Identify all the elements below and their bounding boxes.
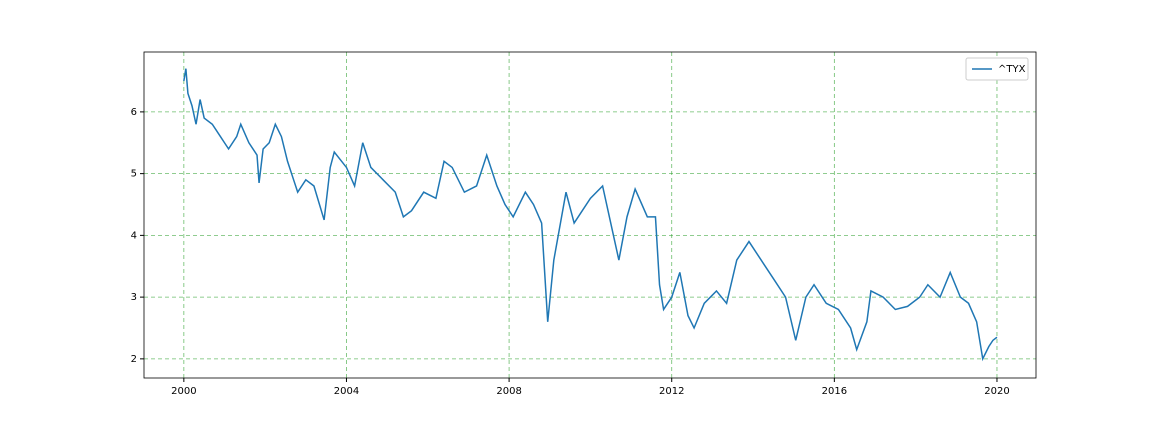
y-tick-label: 2 xyxy=(131,354,137,365)
y-tick-label: 4 xyxy=(131,230,137,241)
y-tick-label: 5 xyxy=(131,169,137,180)
line xyxy=(183,68,998,362)
x-tick-label: 2016 xyxy=(822,386,847,397)
legend-label: ^TYX xyxy=(998,64,1026,75)
x-tick-label: 2020 xyxy=(984,386,1009,397)
x-tick-label: 2012 xyxy=(659,386,684,397)
y-tick-label: 3 xyxy=(131,292,137,303)
plot-frame xyxy=(143,51,1037,379)
x-tick-label: 2004 xyxy=(334,386,359,397)
x-tick-label: 2000 xyxy=(171,386,196,397)
y-tick-label: 6 xyxy=(131,107,137,118)
x-tick-label: 2008 xyxy=(496,386,521,397)
legend-box xyxy=(965,57,1029,81)
